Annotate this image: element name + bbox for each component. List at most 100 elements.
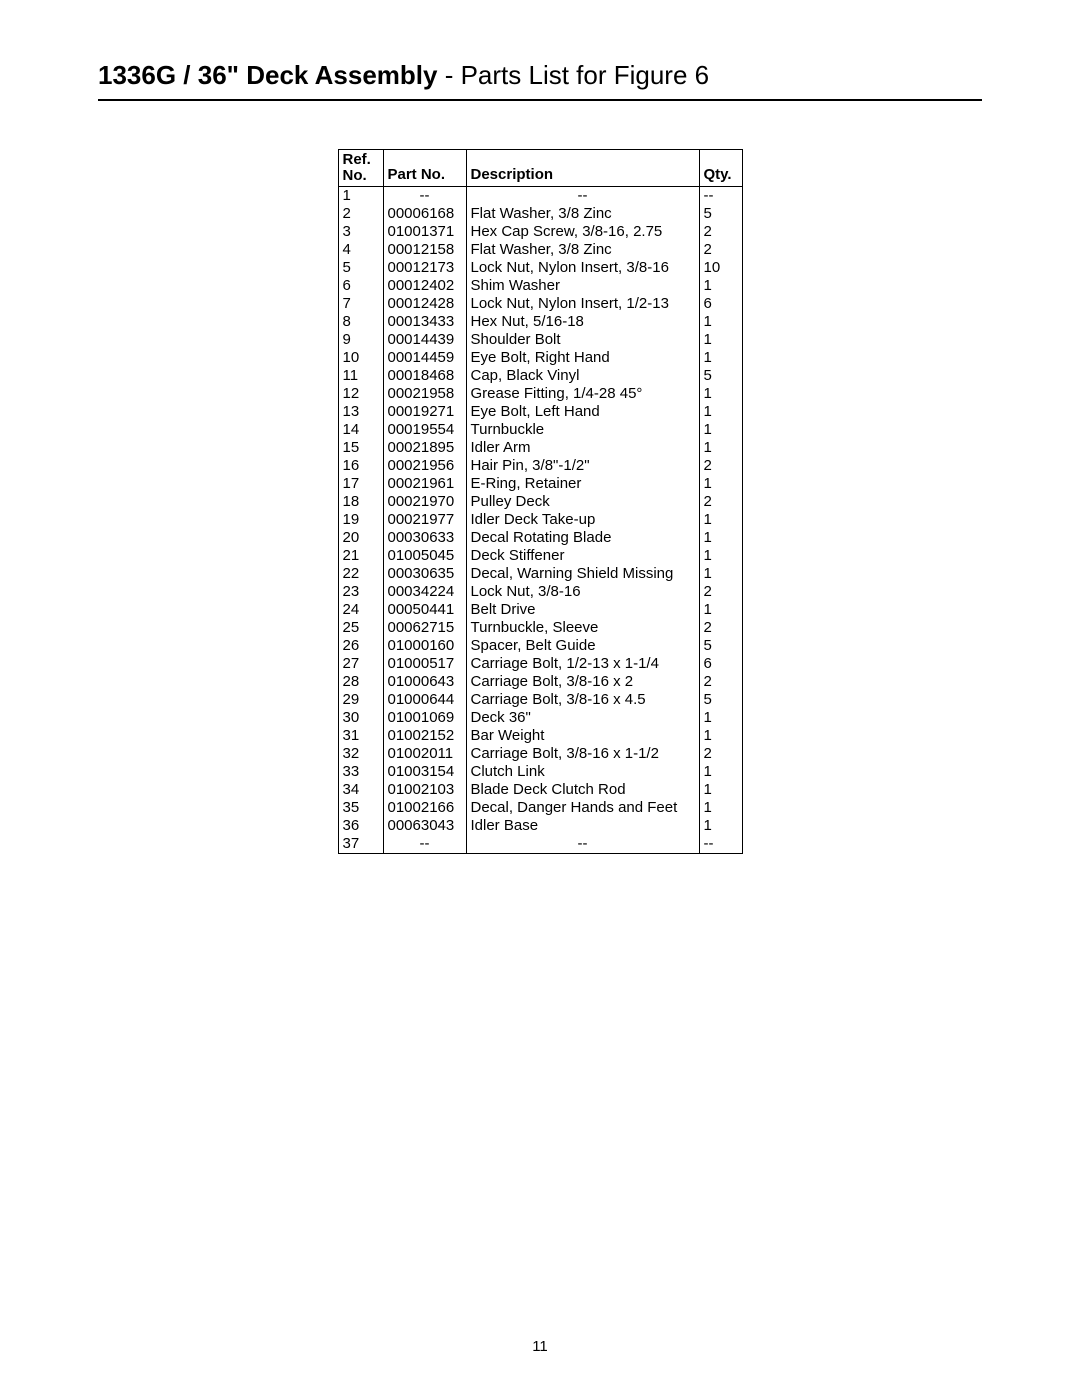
cell-ref: 5 (338, 259, 383, 277)
cell-qty: 2 (699, 583, 742, 601)
cell-ref: 13 (338, 403, 383, 421)
cell-desc: Hex Nut, 5/16-18 (466, 313, 699, 331)
table-row: 1500021895Idler Arm1 (338, 439, 742, 457)
cell-part: 01000517 (383, 655, 466, 673)
cell-desc: Flat Washer, 3/8 Zinc (466, 241, 699, 259)
cell-part: 00021977 (383, 511, 466, 529)
table-row: 2000030633Decal Rotating Blade1 (338, 529, 742, 547)
table-row: 37------ (338, 835, 742, 854)
cell-desc: Bar Weight (466, 727, 699, 745)
cell-qty: 2 (699, 457, 742, 475)
cell-qty: 1 (699, 817, 742, 835)
cell-part: 00012158 (383, 241, 466, 259)
cell-qty: 1 (699, 547, 742, 565)
cell-qty: 1 (699, 529, 742, 547)
table-row: 1200021958Grease Fitting, 1/4-28 45°1 (338, 385, 742, 403)
cell-part: 00012173 (383, 259, 466, 277)
cell-desc: Clutch Link (466, 763, 699, 781)
col-header-ref-line2: No. (343, 167, 367, 184)
cell-desc: Turnbuckle, Sleeve (466, 619, 699, 637)
page-title: 1336G / 36" Deck Assembly - Parts List f… (98, 60, 982, 91)
cell-qty: 1 (699, 601, 742, 619)
cell-qty: 1 (699, 349, 742, 367)
cell-qty: 2 (699, 619, 742, 637)
cell-desc: Decal, Danger Hands and Feet (466, 799, 699, 817)
table-row: 2701000517Carriage Bolt, 1/2-13 x 1-1/46 (338, 655, 742, 673)
cell-part: 00018468 (383, 367, 466, 385)
cell-desc: Belt Drive (466, 601, 699, 619)
cell-qty: 1 (699, 385, 742, 403)
cell-desc: Lock Nut, 3/8-16 (466, 583, 699, 601)
cell-ref: 7 (338, 295, 383, 313)
cell-qty: 1 (699, 421, 742, 439)
cell-desc: E-Ring, Retainer (466, 475, 699, 493)
title-regular: - Parts List for Figure 6 (437, 60, 709, 90)
cell-desc: Eye Bolt, Right Hand (466, 349, 699, 367)
cell-qty: 2 (699, 745, 742, 763)
cell-desc: Deck 36" (466, 709, 699, 727)
cell-desc: Lock Nut, Nylon Insert, 1/2-13 (466, 295, 699, 313)
cell-ref: 28 (338, 673, 383, 691)
cell-ref: 26 (338, 637, 383, 655)
table-row: 2300034224Lock Nut, 3/8-162 (338, 583, 742, 601)
cell-desc: Spacer, Belt Guide (466, 637, 699, 655)
cell-ref: 10 (338, 349, 383, 367)
cell-desc: Idler Base (466, 817, 699, 835)
cell-part: 00014439 (383, 331, 466, 349)
cell-qty: 1 (699, 331, 742, 349)
table-row: 1700021961E-Ring, Retainer1 (338, 475, 742, 493)
page-number: 11 (0, 1338, 1080, 1355)
cell-qty: 1 (699, 277, 742, 295)
cell-ref: 18 (338, 493, 383, 511)
page: 1336G / 36" Deck Assembly - Parts List f… (0, 0, 1080, 1397)
cell-part: 00021970 (383, 493, 466, 511)
cell-ref: 30 (338, 709, 383, 727)
cell-part: 01002011 (383, 745, 466, 763)
cell-ref: 20 (338, 529, 383, 547)
cell-desc: Hair Pin, 3/8"-1/2" (466, 457, 699, 475)
cell-part: 00063043 (383, 817, 466, 835)
cell-part: 01003154 (383, 763, 466, 781)
table-row: 1------ (338, 187, 742, 206)
table-row: 1800021970Pulley Deck2 (338, 493, 742, 511)
col-header-ref-line1: Ref. (343, 151, 371, 168)
cell-desc: Deck Stiffener (466, 547, 699, 565)
cell-ref: 17 (338, 475, 383, 493)
cell-part: 01001069 (383, 709, 466, 727)
cell-qty: 1 (699, 709, 742, 727)
table-row: 900014439Shoulder Bolt1 (338, 331, 742, 349)
cell-part: 00021895 (383, 439, 466, 457)
table-row: 2500062715Turnbuckle, Sleeve2 (338, 619, 742, 637)
cell-qty: 1 (699, 781, 742, 799)
col-header-qty: Qty. (699, 150, 742, 187)
cell-part: 01002152 (383, 727, 466, 745)
table-row: 3401002103Blade Deck Clutch Rod1 (338, 781, 742, 799)
cell-qty: 5 (699, 691, 742, 709)
cell-ref: 36 (338, 817, 383, 835)
cell-desc: Hex Cap Screw, 3/8-16, 2.75 (466, 223, 699, 241)
cell-ref: 23 (338, 583, 383, 601)
table-row: 2901000644Carriage Bolt, 3/8-16 x 4.55 (338, 691, 742, 709)
cell-ref: 31 (338, 727, 383, 745)
cell-ref: 12 (338, 385, 383, 403)
cell-qty: 1 (699, 403, 742, 421)
cell-desc: Carriage Bolt, 3/8-16 x 4.5 (466, 691, 699, 709)
cell-qty: -- (699, 835, 742, 854)
cell-qty: 1 (699, 799, 742, 817)
cell-ref: 25 (338, 619, 383, 637)
cell-qty: 1 (699, 763, 742, 781)
cell-desc: Turnbuckle (466, 421, 699, 439)
cell-qty: 6 (699, 295, 742, 313)
cell-ref: 27 (338, 655, 383, 673)
table-row: 2200030635Decal, Warning Shield Missing1 (338, 565, 742, 583)
cell-desc: -- (466, 187, 699, 206)
cell-ref: 24 (338, 601, 383, 619)
cell-part: 01002103 (383, 781, 466, 799)
table-row: 1900021977Idler Deck Take-up1 (338, 511, 742, 529)
cell-ref: 14 (338, 421, 383, 439)
cell-ref: 15 (338, 439, 383, 457)
cell-desc: Carriage Bolt, 3/8-16 x 1-1/2 (466, 745, 699, 763)
cell-part: 01000644 (383, 691, 466, 709)
cell-part: 00030633 (383, 529, 466, 547)
cell-ref: 4 (338, 241, 383, 259)
